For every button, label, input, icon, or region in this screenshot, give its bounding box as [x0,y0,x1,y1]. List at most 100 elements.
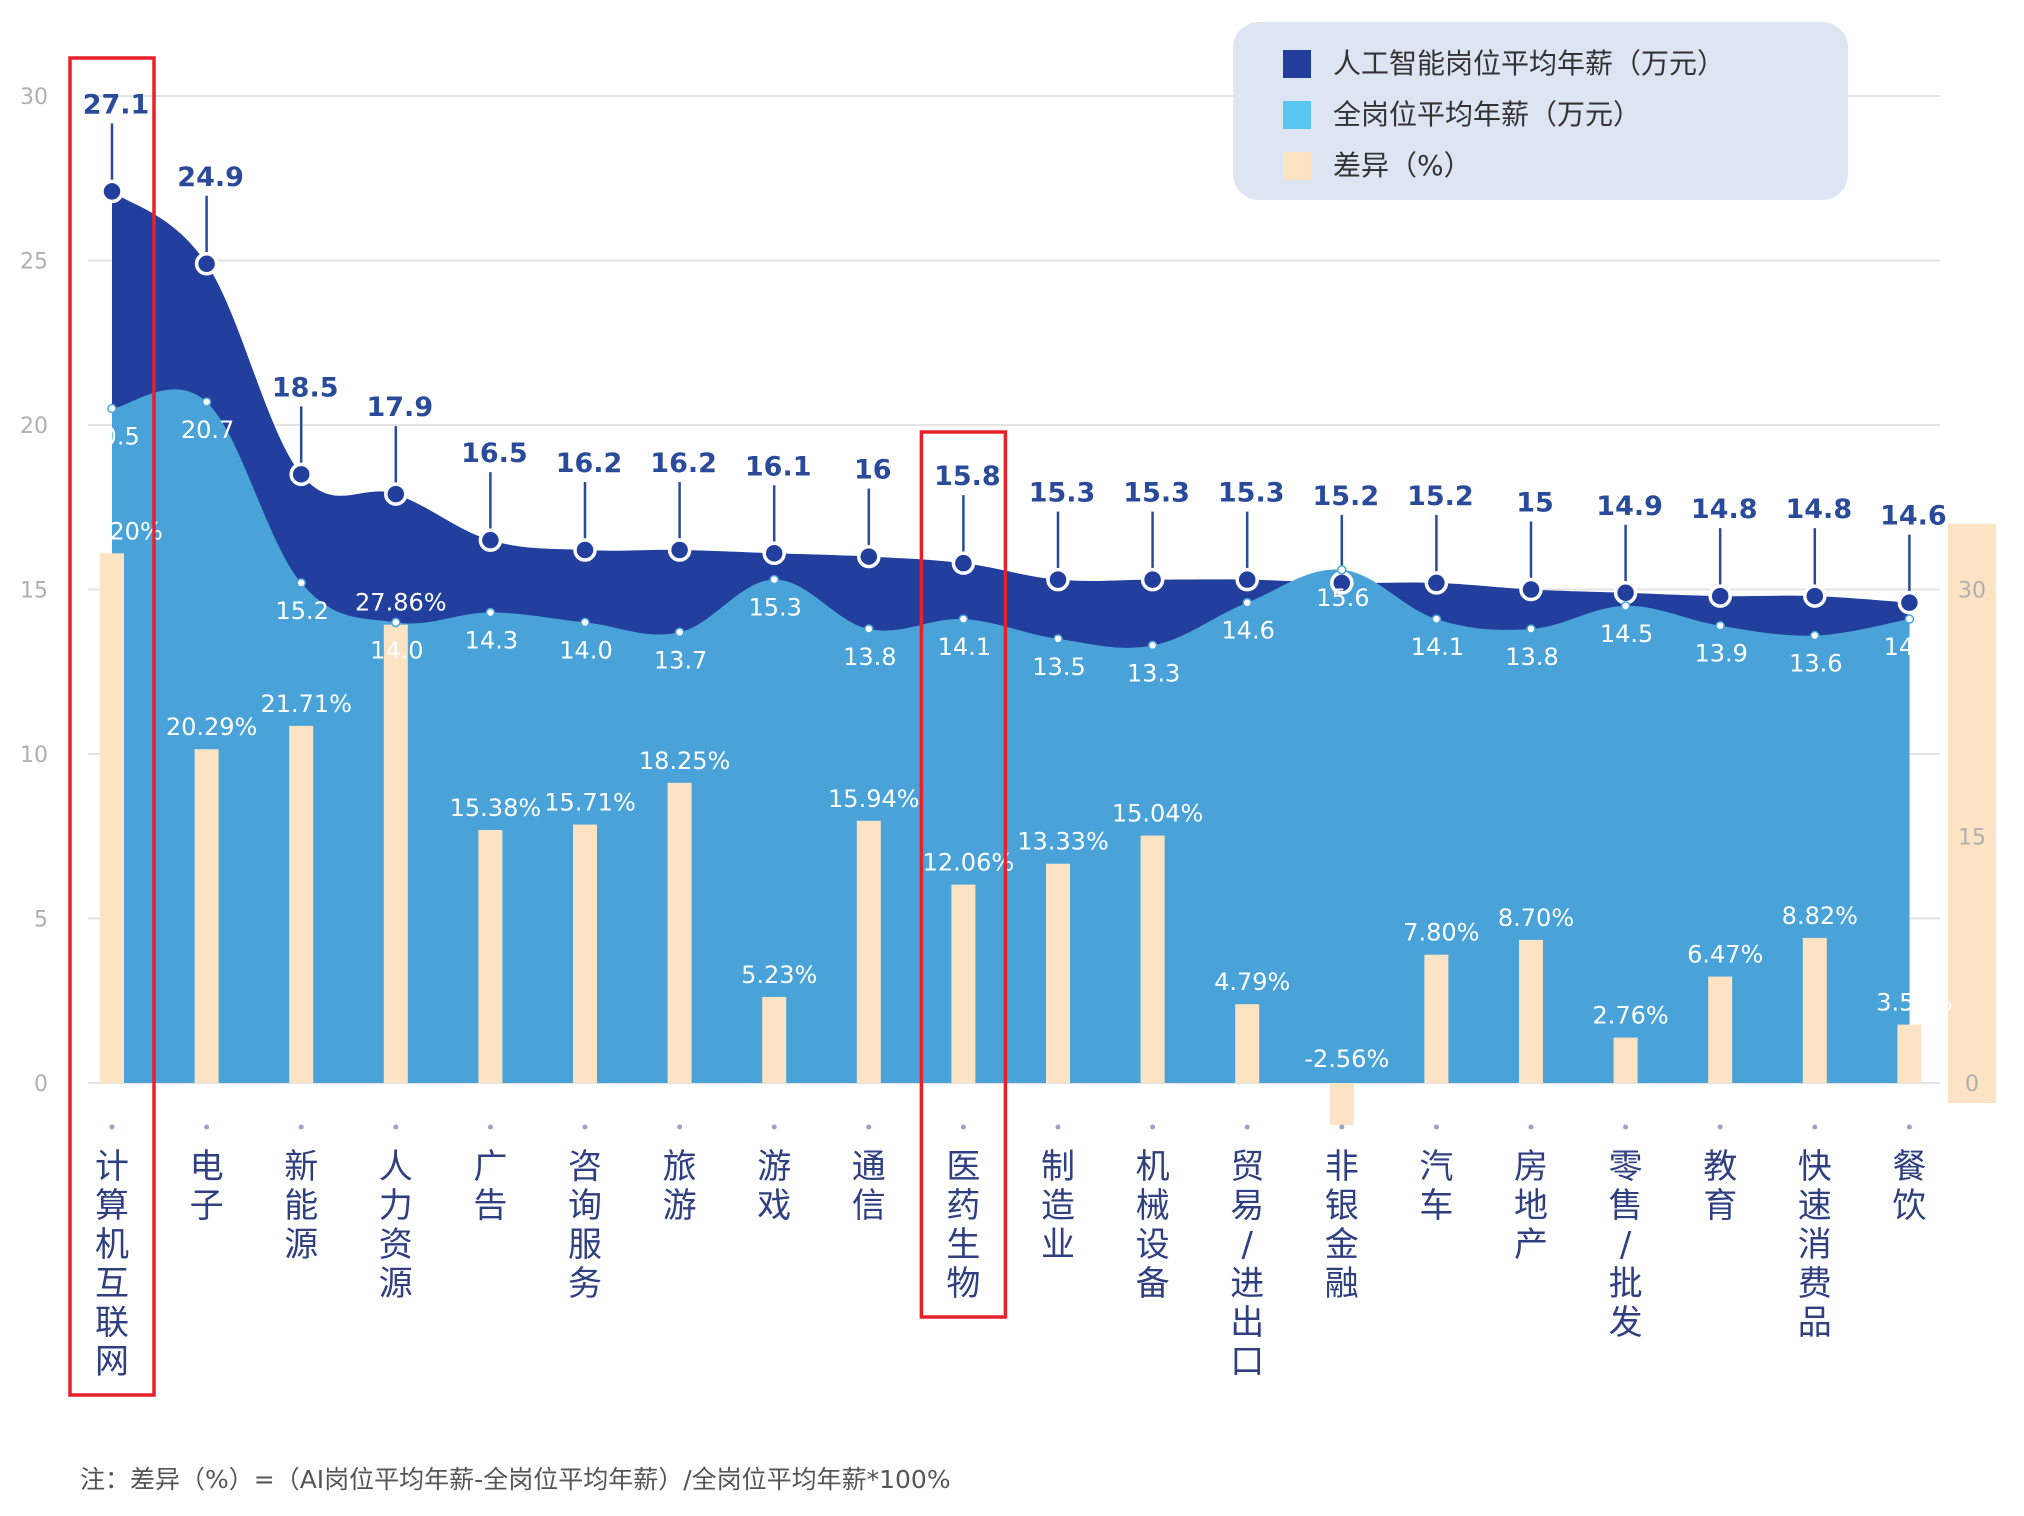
diff-value-label: 21.71% [260,690,352,718]
category-label: 新能源 [284,1147,318,1265]
diff-value-label: 6.47% [1687,941,1763,969]
diff-value-label: 7.80% [1403,919,1479,947]
highlight-boxes [68,56,1008,1397]
ai-point [1897,590,1922,615]
ai-point [384,482,408,506]
diff-value-label: 3.55% [1876,989,1952,1017]
all-point [1431,614,1442,624]
legend-label-all: 全岗位平均年薪（万元） [1333,98,1641,131]
all-value-label: 13.5 [1032,653,1085,681]
all-value-label: 14.6 [1221,617,1274,645]
ai-point [1235,567,1259,592]
category-dot [487,1124,493,1130]
ai-point [478,528,503,552]
left-axis-tick: 25 [20,250,48,275]
category-label: 汽车 [1419,1147,1453,1226]
ai-point [289,462,313,487]
diff-bar [762,996,787,1083]
ai-point [1708,584,1732,608]
diff-bar [1046,863,1070,1083]
diff-bar [1802,937,1827,1083]
all-value-label: 14.1 [1884,633,1937,661]
diff-value-label: 15.71% [544,789,636,817]
diff-value-label: 32.20% [71,517,163,545]
all-point [296,578,306,588]
all-point [1904,614,1915,624]
ai-point [573,538,597,562]
ai-point [1424,571,1449,595]
diff-bar [383,624,408,1083]
category-dot [1433,1124,1439,1130]
all-point [1053,634,1063,644]
ai-value-label: 16.1 [745,451,812,482]
all-value-label: 14.1 [938,633,991,661]
all-point [1620,601,1631,611]
ai-point [857,544,881,569]
all-value-label: 15.6 [1316,584,1369,612]
category-dot [866,1124,872,1130]
category-label: 非银金融 [1325,1147,1359,1304]
diff-value-label: -2.56% [1304,1045,1389,1073]
left-axis-tick: 20 [20,414,48,439]
left-axis-tick: 0 [34,1072,48,1097]
left-axis-tick: 10 [20,743,48,768]
category-dot [1150,1124,1156,1130]
category-dot [1244,1124,1250,1130]
ai-markers [100,123,1922,651]
category-label: 计算机互联网 [95,1147,129,1382]
category-dot [771,1124,777,1130]
all-value-label: 14.0 [559,636,612,664]
diff-bar [1235,1004,1260,1083]
all-point [769,574,779,585]
category-label: 医药生物 [946,1147,980,1304]
diff-bar [478,829,503,1083]
category-dot [1812,1124,1818,1130]
category-dot [298,1124,304,1130]
category-dot [109,1124,115,1130]
ai-point [762,541,786,566]
ai-value-label: 16.2 [650,448,717,479]
all-value-label: 13.9 [1694,640,1747,668]
diff-value-label: 4.79% [1214,968,1290,996]
category-label: 快速消费品 [1798,1147,1832,1343]
ai-value-label: 14.8 [1691,494,1758,525]
all-point [958,614,969,624]
legend-background [1233,22,1848,200]
category-dot [1528,1124,1534,1130]
diff-value-label: 15.04% [1112,800,1204,828]
category-dot [960,1124,966,1130]
category-label: 电子 [190,1147,224,1226]
all-value-label: 14.5 [1600,620,1653,648]
category-label: 旅游 [663,1147,697,1226]
ai-value-label: 15.3 [1123,478,1190,509]
category-label: 房地产 [1514,1147,1548,1265]
diff-bar [1897,1024,1922,1083]
ai-value-label: 15.3 [1218,478,1285,509]
diff-bar [1519,939,1543,1083]
all-point [391,617,401,628]
category-dot [1717,1124,1723,1130]
diff-bar [100,553,124,1083]
diff-value-label: 5.23% [741,961,817,989]
category-dot [1906,1124,1912,1130]
all-value-label: 13.7 [654,646,707,674]
right-axis-tick: 30 [1958,579,1986,604]
right-axis-tick: 0 [1965,1072,1979,1097]
all-value-label: 13.8 [1505,643,1558,671]
category-dot [1623,1124,1629,1130]
ai-value-label: 27.1 [83,89,150,120]
category-label: 制造业 [1041,1147,1075,1265]
all-point [864,624,874,634]
category-label: 咨询服务 [568,1147,602,1304]
legend-label-ai: 人工智能岗位平均年薪（万元） [1333,47,1725,80]
ai-value-label: 15.3 [1029,478,1096,509]
legend-swatch-diff [1283,152,1311,180]
diff-bar [194,749,219,1083]
right-axis-tick: 15 [1958,825,1986,850]
all-value-label: 13.8 [843,643,896,671]
highlight-box [919,430,1008,1319]
diff-value-label: 2.76% [1592,1002,1668,1030]
left-axis-tick: 30 [20,85,48,110]
